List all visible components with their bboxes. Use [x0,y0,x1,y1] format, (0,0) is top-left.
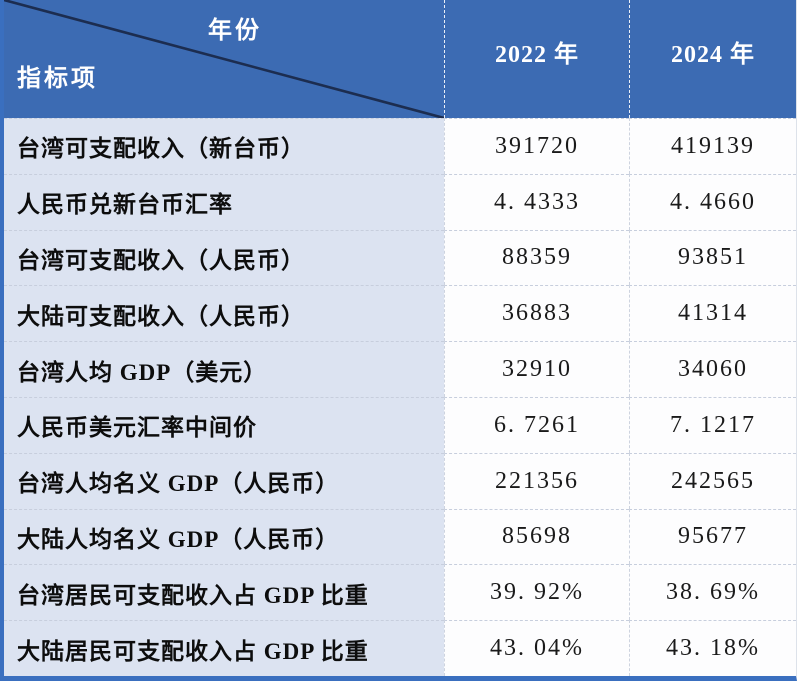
value-2022: 32910 [444,341,629,397]
header-corner-cell: 年份 指标项 [4,0,444,118]
value-2024: 95677 [629,508,796,565]
row-label-taiwan-disposable-income-cny: 台湾可支配收入（人民币） [4,229,444,286]
value-2024: 7. 1217 [629,396,796,453]
value-2022: 88359 [444,229,629,286]
value-2024: 93851 [629,229,796,286]
value-2024: 38. 69% [629,564,796,621]
value-2024: 242565 [629,452,796,509]
value-2022: 221356 [444,452,629,509]
value-2024: 34060 [629,341,796,397]
value-2024: 4. 4660 [629,173,796,230]
value-2022: 391720 [444,118,629,174]
value-2022: 6. 7261 [444,396,629,453]
row-label-cny-ntd-exchange-rate: 人民币兑新台币汇率 [4,173,444,230]
row-label-mainland-income-share-of-gdp: 大陆居民可支配收入占 GDP 比重 [4,620,444,676]
row-label-taiwan-nominal-gdp-per-capita-cny: 台湾人均名义 GDP（人民币） [4,452,444,509]
column-header-2024: 2024 年 [629,0,796,118]
row-label-taiwan-gdp-per-capita-usd: 台湾人均 GDP（美元） [4,341,444,397]
value-2022: 39. 92% [444,564,629,621]
value-2022: 85698 [444,508,629,565]
value-2022: 36883 [444,285,629,342]
value-2022: 43. 04% [444,620,629,676]
value-2024: 419139 [629,118,796,174]
diagonal-divider-line [4,0,444,118]
value-2024: 43. 18% [629,620,796,676]
row-label-taiwan-disposable-income-ntd: 台湾可支配收入（新台币） [4,118,444,174]
row-label-taiwan-income-share-of-gdp: 台湾居民可支配收入占 GDP 比重 [4,564,444,621]
value-2022: 4. 4333 [444,173,629,230]
row-label-mainland-disposable-income-cny: 大陆可支配收入（人民币） [4,285,444,342]
row-label-cny-usd-central-parity-rate: 人民币美元汇率中间价 [4,396,444,453]
value-2024: 41314 [629,285,796,342]
column-header-2022: 2022 年 [444,0,629,118]
corner-label-indicator: 指标项 [17,66,98,92]
row-label-mainland-nominal-gdp-per-capita-cny: 大陆人均名义 GDP（人民币） [4,508,444,565]
corner-label-year: 年份 [208,18,262,44]
